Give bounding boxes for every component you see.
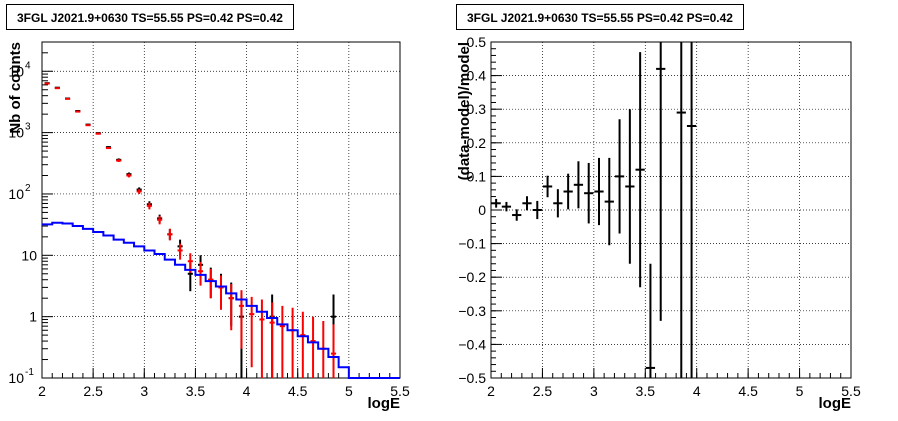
y-tick-exponent: 3 <box>25 122 31 133</box>
x-tick-label: 2 <box>38 383 46 399</box>
x-tick-label: 2.5 <box>83 383 103 399</box>
y-tick-label: −0.2 <box>458 269 486 285</box>
y-tick-label: −0.4 <box>458 336 486 352</box>
x-tick-label: 3.5 <box>636 383 656 399</box>
y-tick-label: 0.1 <box>467 168 487 184</box>
y-tick-exponent: 2 <box>25 183 31 194</box>
x-tick-label: 4 <box>243 383 251 399</box>
x-tick-label: 5 <box>345 383 353 399</box>
y-tick-label: 0.3 <box>467 101 487 117</box>
y-tick-label: 10 <box>8 186 24 202</box>
y-tick-label: 0.2 <box>467 135 487 151</box>
model-step-line <box>42 221 400 379</box>
y-axis-label: Nb of counts <box>7 42 24 134</box>
spectrum-title: 3FGL J2021.9+0630 TS=55.55 PS=0.42 PS=0.… <box>6 4 294 30</box>
x-axis-label: logE <box>819 395 852 412</box>
plot-frame <box>41 41 401 379</box>
y-axis-label: (data-model)/model <box>456 42 473 180</box>
y-tick-label: 0.5 <box>467 34 487 50</box>
residual-panel: 3FGL J2021.9+0630 TS=55.55 PS=0.42 PS=0.… <box>449 0 898 421</box>
y-tick-exponent: 4 <box>25 60 31 71</box>
x-tick-label: 3.5 <box>186 383 206 399</box>
spectrum-panel: 3FGL J2021.9+0630 TS=55.55 PS=0.42 PS=0.… <box>6 4 410 412</box>
y-tick-label: 10 <box>8 125 24 141</box>
x-axis-label: logE <box>368 395 401 412</box>
y-tick-label: −0.5 <box>458 370 486 386</box>
x-tick-label: 4.5 <box>288 383 308 399</box>
x-tick-label: 5.5 <box>841 383 861 399</box>
y-tick-label: −0.3 <box>458 303 486 319</box>
x-tick-label: 3 <box>590 383 598 399</box>
residual-title: 3FGL J2021.9+0630 TS=55.55 PS=0.42 PS=0.… <box>456 4 744 30</box>
x-tick-label: 2 <box>487 383 495 399</box>
y-tick-label: 1 <box>29 309 37 325</box>
y-tick-exponent: -1 <box>25 367 34 378</box>
x-tick-label: 4 <box>693 383 701 399</box>
x-tick-label: 3 <box>140 383 148 399</box>
y-tick-label: 10 <box>8 63 24 79</box>
y-tick-label: 10 <box>8 370 24 386</box>
x-tick-label: 5.5 <box>390 383 410 399</box>
y-tick-label: 0 <box>478 202 486 218</box>
y-tick-label: −0.1 <box>458 236 486 252</box>
x-tick-label: 5 <box>796 383 804 399</box>
y-tick-label: 10 <box>21 247 37 263</box>
x-tick-label: 4.5 <box>738 383 758 399</box>
x-tick-label: 2.5 <box>533 383 553 399</box>
y-tick-label: 0.4 <box>467 68 487 84</box>
